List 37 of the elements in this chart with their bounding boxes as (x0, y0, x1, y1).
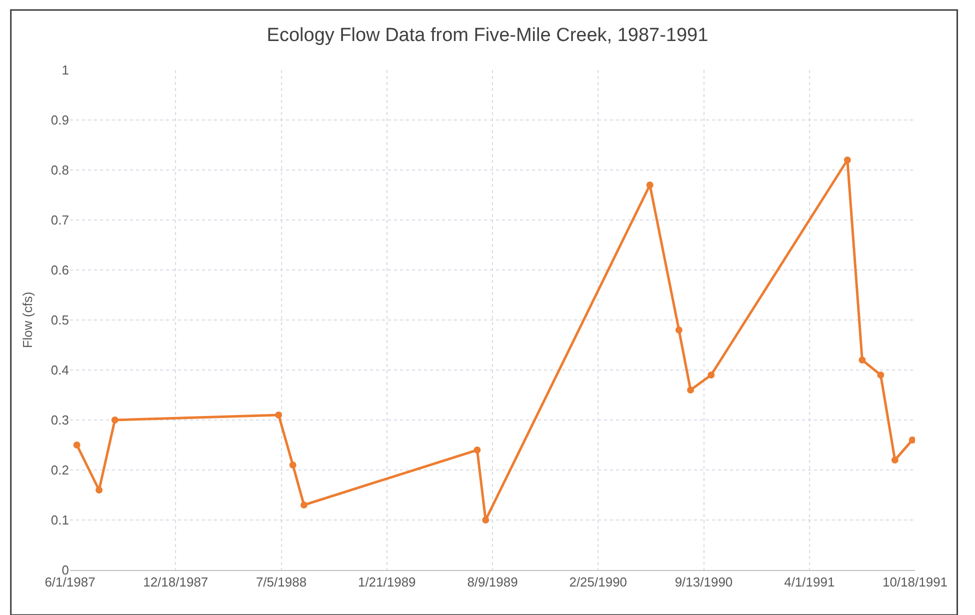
point (858, 356, 866, 364)
point (474, 446, 481, 454)
point (687, 386, 694, 394)
point (482, 516, 490, 524)
point (708, 372, 715, 378)
point (675, 326, 682, 334)
point (96, 486, 103, 494)
y-axis-title: Flow (cfs) (20, 292, 35, 348)
point (891, 456, 898, 464)
x-tick-label: 4/1/1991 (784, 574, 835, 590)
y-tick-label: 0.6 (50, 262, 69, 278)
y-tick-label: 1 (62, 62, 69, 78)
point (877, 372, 884, 378)
x-tick-label: 1/21/1989 (358, 574, 416, 590)
x-tick-label: 2/25/1990 (569, 574, 628, 590)
y-tick-label: 0.7 (50, 212, 69, 228)
point (908, 436, 915, 444)
point (289, 462, 296, 468)
point (844, 156, 851, 164)
x-tick-label: 12/18/1987 (143, 574, 208, 590)
point (275, 412, 282, 418)
y-tick-label: 0.9 (50, 112, 69, 128)
y-tick-label: 0.8 (50, 162, 69, 178)
x-tick-label: 7/5/1988 (256, 574, 307, 590)
x-tick-label: 9/13/1990 (674, 574, 733, 590)
point (73, 442, 80, 448)
y-tick-label: 0.2 (50, 462, 69, 478)
x-tick-label: 8/9/1989 (467, 574, 518, 590)
point (300, 502, 308, 508)
point (646, 182, 654, 188)
x-tick-label: 10/18/1991 (882, 574, 948, 590)
y-tick-label: 0.4 (50, 362, 69, 378)
point (111, 416, 118, 424)
chart-title: Ecology Flow Data from Five-Mile Creek, 1987-1991 (266, 24, 708, 46)
y-tick-label: 0.5 (50, 312, 69, 328)
y-tick-label: 0.3 (50, 412, 69, 428)
y-tick-label: 0.1 (50, 512, 69, 528)
